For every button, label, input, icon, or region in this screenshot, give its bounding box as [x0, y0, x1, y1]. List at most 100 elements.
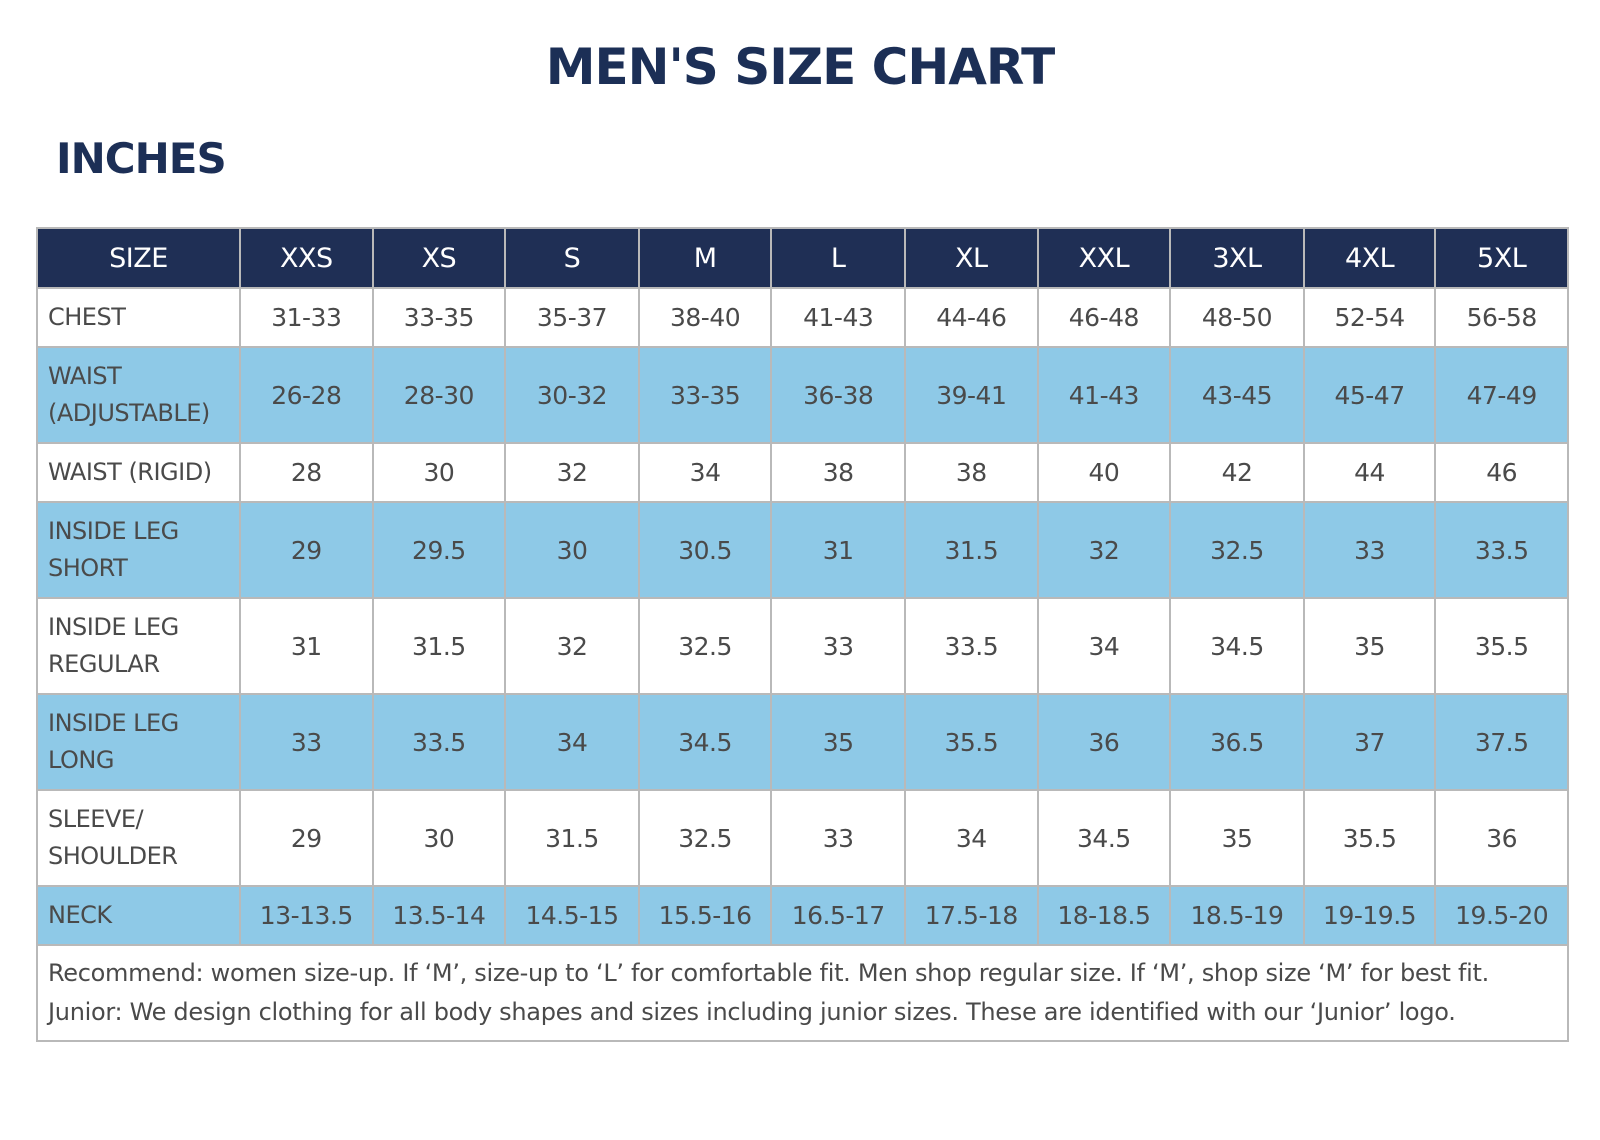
table-cell: 33: [239, 693, 374, 791]
table-cell: 37: [1302, 693, 1437, 791]
header-cell-3xl: 3XL: [1169, 227, 1305, 289]
table-cell: 13.5-14: [371, 885, 507, 946]
table-cell: 32: [504, 597, 640, 695]
table-cell: 37.5: [1434, 693, 1569, 791]
table-cell: 31.5: [504, 789, 640, 887]
table-row: WAIST (RIGID) 28 30 32 34 38 38 40 42 44 46: [35, 442, 1569, 503]
table-cell: 33: [1302, 501, 1437, 599]
table-cell: 30: [504, 501, 640, 599]
header-cell-xl: XL: [904, 227, 1039, 289]
table-cell: 29.5: [371, 501, 507, 599]
row-label: CHEST: [35, 287, 242, 348]
row-label-line: WAIST (RIGID): [48, 458, 212, 486]
row-label: SLEEVE/SHOULDER: [35, 789, 242, 887]
table-cell: 14.5-15: [504, 885, 640, 946]
table-cell: 36-38: [770, 346, 906, 444]
table-cell: 17.5-18: [904, 885, 1039, 946]
table-row: NECK 13-13.5 13.5-14 14.5-15 15.5-16 16.5-17 1…: [35, 885, 1569, 946]
row-label-line: SLEEVE/: [48, 805, 144, 833]
table-cell: 39-41: [904, 346, 1039, 444]
header-cell-4xl: 4XL: [1302, 227, 1437, 289]
table-row: INSIDE LEG LONG 33 33.5 34 34.5 35 35.5 36 36.5 37…: [35, 693, 1569, 791]
table-cell: 36: [1434, 789, 1569, 887]
header-cell-m: M: [637, 227, 773, 289]
table-cell: 34: [904, 789, 1039, 887]
table-cell: 45-47: [1302, 346, 1437, 444]
header-cell-5xl: 5XL: [1434, 227, 1569, 289]
table-cell: 38-40: [637, 287, 773, 348]
row-label-line: REGULAR: [48, 650, 160, 678]
table-cell: 34: [504, 693, 640, 791]
table-cell: 44: [1302, 442, 1437, 503]
junior-note: Junior: We design clothing for all body …: [48, 998, 1456, 1026]
table-cell: 48-50: [1169, 287, 1305, 348]
table-cell: 35: [1302, 597, 1437, 695]
table-cell: 34.5: [1169, 597, 1305, 695]
page-title: MEN'S SIZE CHART: [545, 38, 1056, 96]
row-label-line: NECK: [48, 901, 112, 929]
table-cell: 29: [239, 501, 374, 599]
header-cell-size: SIZE: [35, 227, 242, 289]
table-cell: 34: [1036, 597, 1172, 695]
table-cell: 33: [770, 789, 906, 887]
table-cell: 41-43: [1036, 346, 1172, 444]
table-cell: 32: [1036, 501, 1172, 599]
row-label: WAIST (RIGID): [35, 442, 242, 503]
table-cell: 33.5: [1434, 501, 1569, 599]
row-label-line: (ADJUSTABLE): [48, 399, 210, 427]
table-cell: 31.5: [904, 501, 1039, 599]
row-label: INSIDE LEG LONG: [35, 693, 242, 791]
row-label-line: INSIDE LEG: [48, 613, 179, 641]
header-cell-l: L: [770, 227, 906, 289]
row-label: NECK: [35, 885, 242, 946]
table-cell: 15.5-16: [637, 885, 773, 946]
table-cell: 34: [637, 442, 773, 503]
table-cell: 32.5: [637, 597, 773, 695]
table-cell: 42: [1169, 442, 1305, 503]
table-cell: 31: [239, 597, 374, 695]
row-label-line: INSIDE LEG: [48, 709, 179, 737]
table-cell: 19-19.5: [1302, 885, 1437, 946]
table-cell: 47-49: [1434, 346, 1569, 444]
table-cell: 33: [770, 597, 906, 695]
table-cell: 32.5: [1169, 501, 1305, 599]
table-row: SLEEVE/SHOULDER 29 30 31.5 32.5 33 34 34.5 35 35.…: [35, 789, 1569, 887]
size-table: SIZE XXS XS S M L XL XXL 3XL 4XL 5XL CHEST 31-33 33-…: [35, 227, 1569, 1042]
table-cell: 30-32: [504, 346, 640, 444]
table-cell: 32.5: [637, 789, 773, 887]
table-cell: 35-37: [504, 287, 640, 348]
header-cell-s: S: [504, 227, 640, 289]
table-cell: 52-54: [1302, 287, 1437, 348]
table-cell: 35.5: [1434, 597, 1569, 695]
table-cell: 41-43: [770, 287, 906, 348]
table-cell: 43-45: [1169, 346, 1305, 444]
table-cell: 35: [770, 693, 906, 791]
table-cell: 35.5: [1302, 789, 1437, 887]
table-cell: 31-33: [239, 287, 374, 348]
row-label-line: INSIDE LEG: [48, 517, 179, 545]
table-cell: 35: [1169, 789, 1305, 887]
header-cell-xs: XS: [371, 227, 507, 289]
table-cell: 36: [1036, 693, 1172, 791]
table-cell: 30.5: [637, 501, 773, 599]
row-label-line: WAIST: [48, 362, 122, 390]
table-cell: 36.5: [1169, 693, 1305, 791]
header-row: SIZE XXS XS S M L XL XXL 3XL 4XL 5XL: [35, 227, 1569, 289]
header-cell-xxs: XXS: [239, 227, 374, 289]
table-cell: 34.5: [637, 693, 773, 791]
table-cell: 35.5: [904, 693, 1039, 791]
recommend-note: Recommend: women size-up. If ‘M’, size-u…: [48, 959, 1489, 987]
table-cell: 44-46: [904, 287, 1039, 348]
row-label-line: SHORT: [48, 554, 128, 582]
table-cell: 31: [770, 501, 906, 599]
table-cell: 28: [239, 442, 374, 503]
row-label: WAIST (ADJUSTABLE): [35, 346, 242, 444]
table-cell: 33-35: [371, 287, 507, 348]
table-cell: 30: [371, 442, 507, 503]
row-label-line: SHOULDER: [48, 842, 178, 870]
table-cell: 46: [1434, 442, 1569, 503]
table-cell: 33.5: [904, 597, 1039, 695]
table-cell: 32: [504, 442, 640, 503]
unit-heading: INCHES: [56, 134, 227, 183]
table-cell: 13-13.5: [239, 885, 374, 946]
